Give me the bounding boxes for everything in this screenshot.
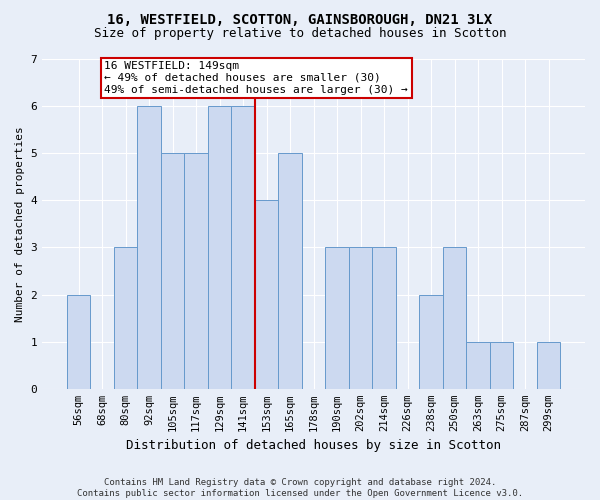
Bar <box>537 342 560 389</box>
Bar <box>255 200 278 389</box>
Bar <box>325 248 349 389</box>
Bar <box>466 342 490 389</box>
Bar <box>419 294 443 389</box>
Text: 16, WESTFIELD, SCOTTON, GAINSBOROUGH, DN21 3LX: 16, WESTFIELD, SCOTTON, GAINSBOROUGH, DN… <box>107 12 493 26</box>
Bar <box>208 106 232 389</box>
X-axis label: Distribution of detached houses by size in Scotton: Distribution of detached houses by size … <box>126 440 501 452</box>
Bar <box>184 153 208 389</box>
Bar <box>114 248 137 389</box>
Bar <box>161 153 184 389</box>
Bar <box>232 106 255 389</box>
Bar <box>373 248 396 389</box>
Text: Size of property relative to detached houses in Scotton: Size of property relative to detached ho… <box>94 28 506 40</box>
Bar <box>443 248 466 389</box>
Bar <box>278 153 302 389</box>
Text: 16 WESTFIELD: 149sqm
← 49% of detached houses are smaller (30)
49% of semi-detac: 16 WESTFIELD: 149sqm ← 49% of detached h… <box>104 62 408 94</box>
Bar <box>490 342 514 389</box>
Text: Contains HM Land Registry data © Crown copyright and database right 2024.
Contai: Contains HM Land Registry data © Crown c… <box>77 478 523 498</box>
Y-axis label: Number of detached properties: Number of detached properties <box>15 126 25 322</box>
Bar <box>67 294 91 389</box>
Bar <box>137 106 161 389</box>
Bar <box>349 248 373 389</box>
